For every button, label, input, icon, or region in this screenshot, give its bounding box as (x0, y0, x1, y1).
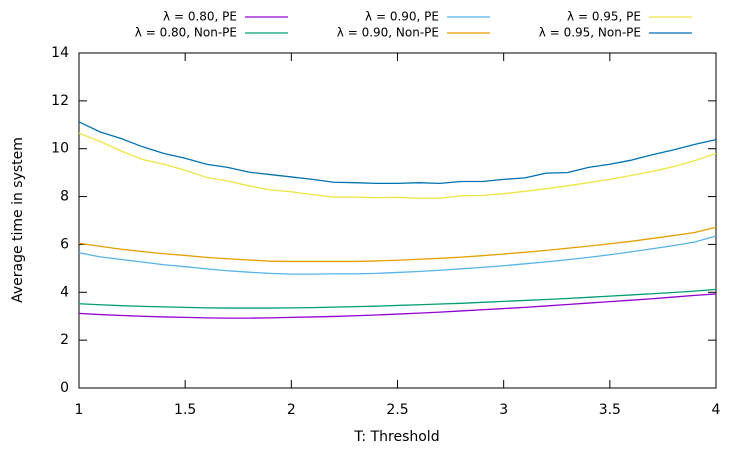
y-tick-label: 10 (51, 141, 69, 157)
series-line (78, 121, 717, 185)
legend-label: λ = 0.90, PE (365, 10, 439, 24)
series-line (78, 293, 717, 319)
x-tick-label: 2 (287, 402, 296, 418)
legend-label: λ = 0.90, Non-PE (337, 26, 439, 40)
y-tick-label: 8 (60, 189, 69, 205)
series-line (78, 132, 717, 199)
y-tick-label: 6 (60, 236, 69, 252)
x-tick-label: 3.5 (599, 402, 621, 418)
legend-label: λ = 0.80, Non-PE (135, 26, 237, 40)
y-tick-label: 0 (60, 380, 69, 396)
y-axis-label: Average time in system (10, 137, 26, 303)
legend-label: λ = 0.95, Non-PE (539, 26, 641, 40)
y-tick-label: 12 (51, 93, 69, 109)
legend-label: λ = 0.80, PE (163, 10, 237, 24)
legend-label: λ = 0.95, PE (567, 10, 641, 24)
y-tick-label: 4 (60, 284, 69, 300)
x-tick-label: 1.5 (174, 402, 196, 418)
series-line (78, 235, 717, 275)
x-axis-label: T: Threshold (353, 429, 439, 445)
y-tick-label: 14 (51, 45, 69, 61)
series-line (78, 288, 717, 309)
plot-border (78, 52, 717, 389)
series-line (78, 226, 717, 263)
y-tick-label: 2 (60, 332, 69, 348)
x-tick-label: 1 (75, 402, 84, 418)
x-tick-label: 2.5 (386, 402, 408, 418)
x-tick-label: 4 (712, 402, 721, 418)
x-tick-label: 3 (499, 402, 508, 418)
